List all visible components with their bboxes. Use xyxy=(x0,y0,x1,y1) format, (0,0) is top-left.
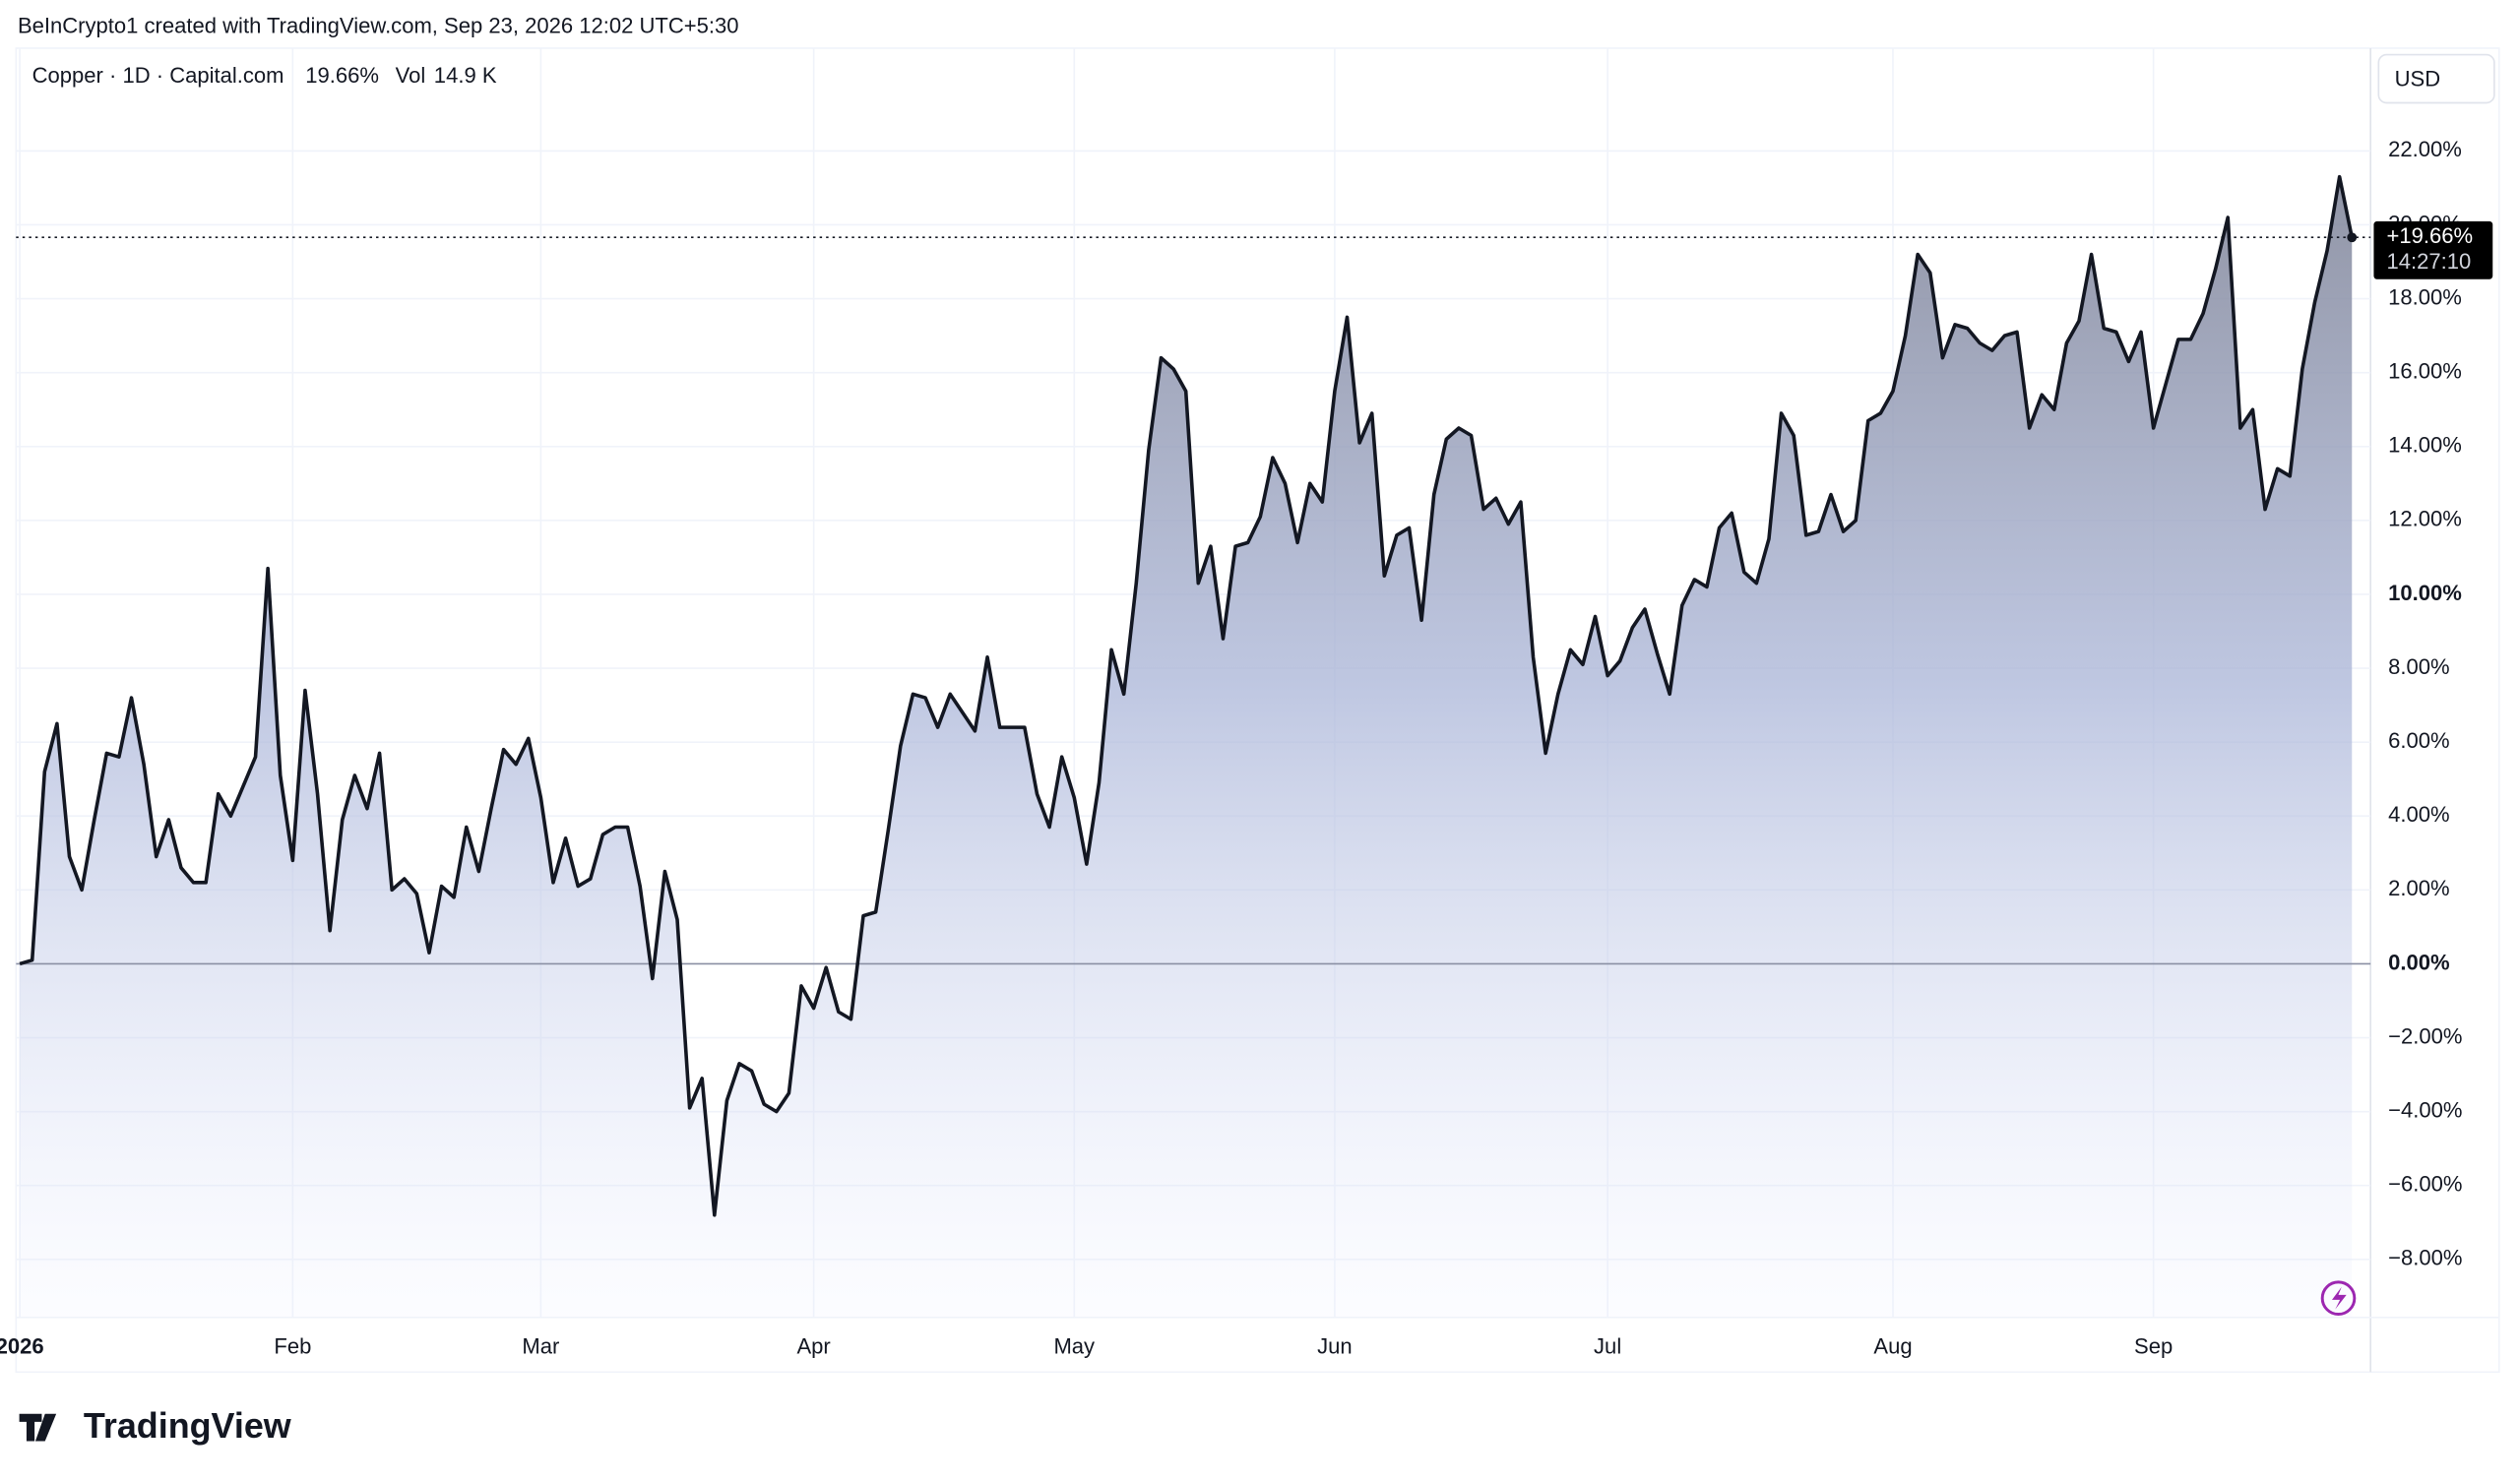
x-tick-label: Jun xyxy=(1317,1334,1353,1359)
x-tick-label: Feb xyxy=(274,1334,311,1359)
change-label: 19.66% xyxy=(305,63,379,88)
countdown: 14:27:10 xyxy=(2386,249,2471,274)
logo-text: TradingView xyxy=(84,1405,291,1446)
currency-button[interactable] xyxy=(2377,53,2495,104)
y-tick-label: 12.00% xyxy=(2388,507,2462,531)
y-tick-label: 16.00% xyxy=(2388,358,2462,383)
y-tick-label: 4.00% xyxy=(2388,802,2449,827)
line xyxy=(19,174,2355,1217)
x-tick-label: Aug xyxy=(1873,1334,1912,1359)
x-tick-label: Apr xyxy=(796,1334,830,1359)
y-tick-label: 22.00% xyxy=(2388,137,2462,161)
y-tick-label: 0.00% xyxy=(2388,950,2450,974)
axes: −8.00% −6.00% −4.00% −2.00% 0.00% 2.00% 4.00% 6… xyxy=(0,137,2493,1359)
last-value-box xyxy=(2373,220,2493,279)
y-tick-label: −6.00% xyxy=(2388,1172,2462,1197)
header: BeInCrypto1 created with TradingView.com… xyxy=(18,14,739,38)
logo: TradingView xyxy=(19,1405,291,1446)
lightning-icon[interactable] xyxy=(2320,1280,2357,1316)
symbol-label: Copper · 1D · Capital.com xyxy=(32,63,284,88)
area-fill xyxy=(20,176,2353,1318)
y-tick-label: 8.00% xyxy=(2388,654,2449,679)
y-tick-label: −4.00% xyxy=(2388,1097,2462,1122)
y-tick-label: 10.00% xyxy=(2388,581,2462,605)
x-tick-label: Mar xyxy=(522,1334,559,1359)
volume-label: Vol xyxy=(396,63,426,88)
y-tick-label: 6.00% xyxy=(2388,728,2449,753)
x-tick-label: May xyxy=(1053,1334,1095,1359)
volume-value: 14.9 K xyxy=(434,63,497,88)
chart-frame xyxy=(15,47,2500,1374)
x-tick-label: Sep xyxy=(2134,1334,2173,1359)
y-tick-label: 2.00% xyxy=(2388,876,2449,900)
x-tick-label: 2026 xyxy=(0,1334,44,1359)
y-tick-label: −8.00% xyxy=(2388,1246,2462,1270)
x-tick-label: Jul xyxy=(1594,1334,1621,1359)
y-tick-label: 14.00% xyxy=(2388,433,2462,458)
y-tick-label: −2.00% xyxy=(2388,1023,2462,1048)
currency-label[interactable]: USD xyxy=(2395,66,2441,91)
last-value-label: +19.66% xyxy=(2386,223,2473,248)
y-tick-label: 18.00% xyxy=(2388,284,2462,309)
last-point xyxy=(2347,232,2358,243)
plot xyxy=(16,174,2371,1318)
lightning-bolt xyxy=(2331,1286,2347,1310)
